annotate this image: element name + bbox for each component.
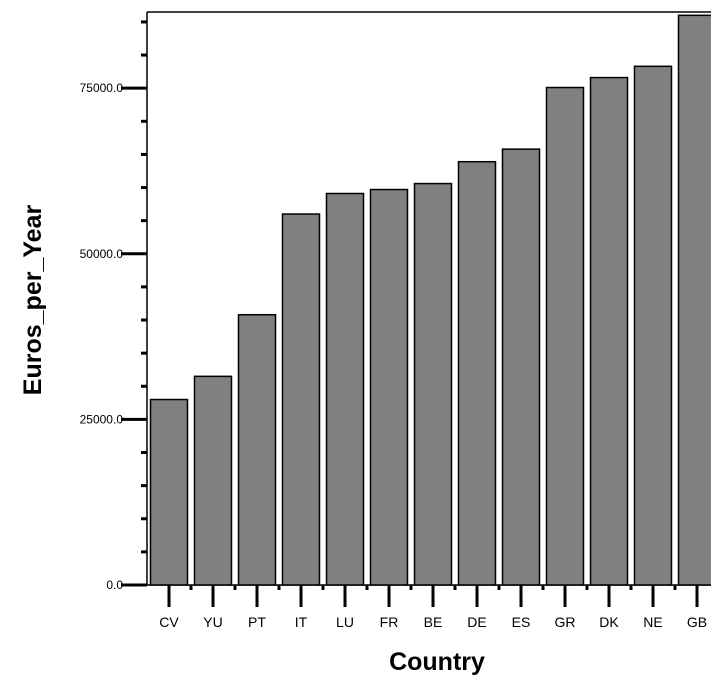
bar-pt bbox=[237, 313, 277, 586]
x-tick-label: ES bbox=[512, 614, 531, 630]
x-tick-label: GB bbox=[687, 614, 707, 630]
bar-it bbox=[281, 213, 321, 586]
x-tick-label: LU bbox=[336, 614, 354, 630]
bar-gr bbox=[545, 86, 585, 586]
bar-de bbox=[457, 160, 497, 586]
bar-cv bbox=[149, 398, 189, 586]
bar-be bbox=[413, 182, 453, 586]
x-tick-label: CV bbox=[159, 614, 179, 630]
bar-yu bbox=[193, 375, 233, 586]
bar-fr bbox=[369, 188, 409, 586]
y-tick-label: 0.0 bbox=[106, 578, 123, 592]
bar-lu bbox=[325, 192, 365, 586]
y-tick-label: 75000.0 bbox=[80, 81, 124, 95]
x-axis-title: Country bbox=[389, 648, 485, 676]
bars bbox=[149, 14, 711, 586]
y-tick-label: 25000.0 bbox=[80, 412, 124, 426]
x-tick-label: DK bbox=[599, 614, 619, 630]
bar-gb bbox=[677, 14, 711, 586]
y-tick-label: 50000.0 bbox=[80, 247, 124, 261]
x-tick-label: BE bbox=[424, 614, 443, 630]
bar-dk bbox=[589, 76, 629, 586]
x-tick-label: GR bbox=[555, 614, 576, 630]
bar-ne bbox=[633, 65, 673, 586]
x-axis-ticks: CV YU PT IT LU FR BE DE ES GR DK NE GB bbox=[159, 585, 707, 630]
x-tick-label: PT bbox=[248, 614, 266, 630]
y-axis-title: Euros_per_Year bbox=[19, 205, 47, 396]
x-tick-label: YU bbox=[203, 614, 222, 630]
x-tick-label: NE bbox=[643, 614, 662, 630]
x-tick-label: IT bbox=[295, 614, 308, 630]
y-axis-ticks: 0.0 25000.0 50000.0 75000.0 bbox=[80, 20, 147, 592]
x-tick-label: FR bbox=[380, 614, 399, 630]
bar-es bbox=[501, 148, 541, 586]
x-tick-label: DE bbox=[467, 614, 486, 630]
